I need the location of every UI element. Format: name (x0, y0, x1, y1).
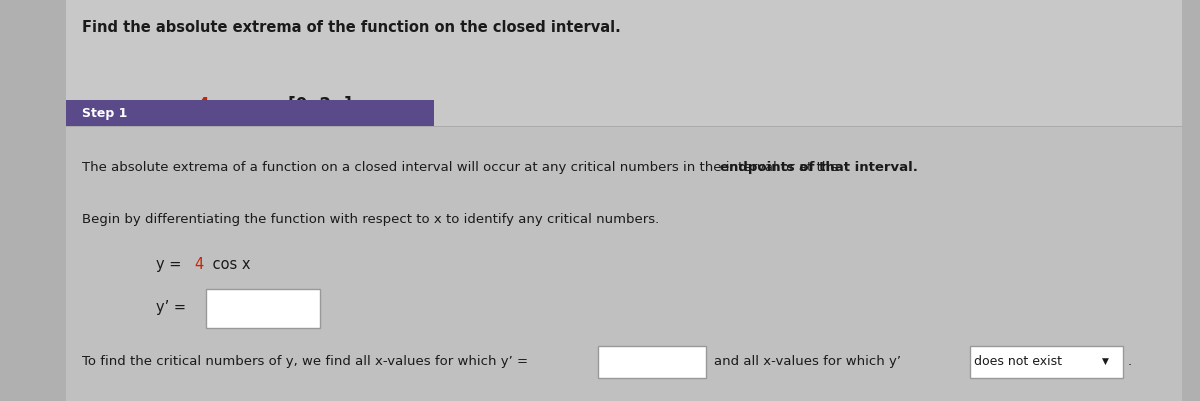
Text: The absolute extrema of a function on a closed interval will occur at any critic: The absolute extrema of a function on a … (82, 160, 842, 173)
Text: y’ =: y’ = (156, 299, 186, 314)
FancyBboxPatch shape (206, 290, 320, 328)
Text: Find the absolute extrema of the function on the closed interval.: Find the absolute extrema of the functio… (82, 20, 620, 35)
FancyBboxPatch shape (598, 346, 706, 379)
FancyBboxPatch shape (66, 126, 1182, 401)
Text: does not exist: does not exist (974, 354, 1062, 367)
FancyBboxPatch shape (970, 346, 1123, 379)
Text: and all x-values for which y’: and all x-values for which y’ (714, 354, 901, 367)
Text: cos x,   [0, 2π]: cos x, [0, 2π] (211, 96, 352, 114)
Text: Step 1: Step 1 (82, 107, 127, 120)
Text: Begin by differentiating the function with respect to x to identify any critical: Begin by differentiating the function wi… (82, 213, 659, 225)
Text: endpoints of that interval.: endpoints of that interval. (720, 160, 918, 173)
Text: y =: y = (156, 257, 186, 271)
Text: 4: 4 (194, 257, 204, 271)
Text: cos x: cos x (208, 257, 250, 271)
FancyBboxPatch shape (66, 100, 434, 126)
FancyBboxPatch shape (66, 0, 1182, 126)
Text: To find the critical numbers of y, we find all x-values for which y’ =: To find the critical numbers of y, we fi… (82, 354, 528, 367)
Text: .: . (1128, 354, 1132, 367)
Text: ▼: ▼ (1102, 356, 1109, 365)
Text: 4: 4 (197, 96, 209, 114)
Text: y =: y = (156, 96, 192, 114)
